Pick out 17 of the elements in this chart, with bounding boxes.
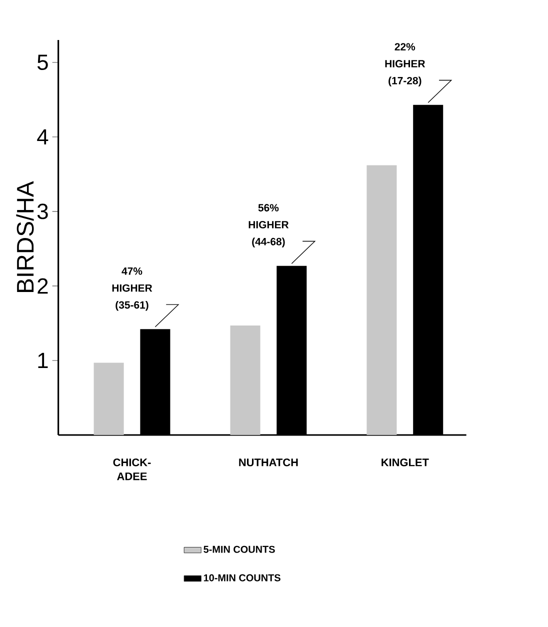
y-tick-label: 1 bbox=[38, 352, 48, 368]
annotation: 56% HIGHER (44-68) bbox=[248, 204, 289, 248]
annotation: 22% HIGHER (17-28) bbox=[385, 43, 426, 86]
annotation: 47% HIGHER (35-61) bbox=[112, 267, 152, 311]
bar bbox=[94, 362, 124, 436]
x-tick-label: CHICK-ADEE bbox=[113, 458, 151, 480]
bar bbox=[230, 325, 260, 436]
legend-label: 5-MIN COUNTS bbox=[204, 546, 275, 553]
y-axis-title: BIRDS/HA bbox=[16, 181, 34, 292]
bar bbox=[366, 165, 397, 436]
x-tick-label: NUTHATCH bbox=[239, 458, 298, 466]
y-tick-label: 5 bbox=[37, 54, 48, 70]
x-tick-label: KINGLET bbox=[382, 458, 429, 466]
legend-label: 10-MIN COUNTS bbox=[204, 574, 280, 582]
y-tick-label: 2 bbox=[38, 278, 48, 294]
y-tick-label: 3 bbox=[37, 204, 48, 220]
y-tick-label: 4 bbox=[37, 129, 48, 144]
